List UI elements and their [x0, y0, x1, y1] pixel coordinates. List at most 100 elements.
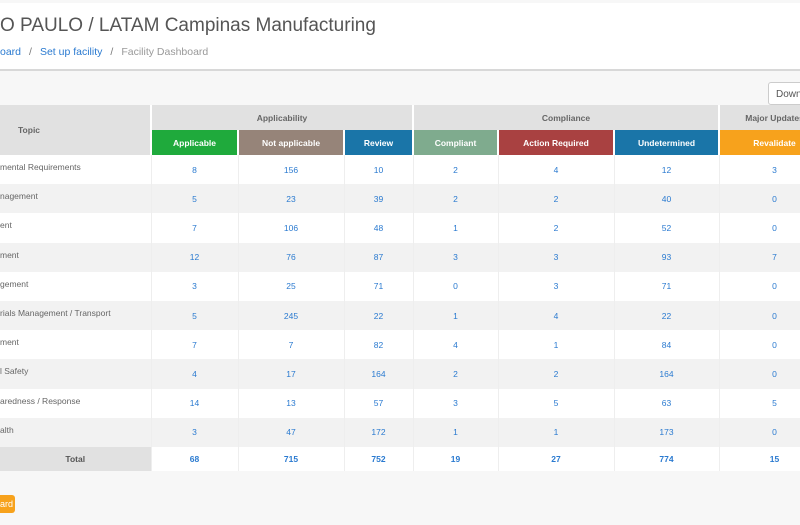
- count-link[interactable]: 12: [151, 242, 239, 272]
- count-link[interactable]: 22: [344, 300, 414, 331]
- total-count-link[interactable]: 774: [614, 446, 720, 471]
- count-link[interactable]: 3: [719, 155, 800, 185]
- column-header-compliant: Compliant: [413, 130, 499, 155]
- count-link[interactable]: 172: [344, 417, 414, 447]
- count-link[interactable]: 71: [344, 271, 414, 301]
- count-link[interactable]: 2: [413, 184, 499, 214]
- count-link[interactable]: 2: [498, 213, 615, 243]
- count-link[interactable]: 5: [498, 388, 615, 418]
- count-link[interactable]: 4: [413, 330, 499, 360]
- count-link[interactable]: 5: [151, 300, 239, 331]
- topic-header: Topic: [0, 105, 152, 155]
- table-row: rials Management / Transport 5 245 22 1 4 22 0: [0, 300, 800, 331]
- breadcrumb-dashboard[interactable]: oard: [0, 46, 22, 58]
- table-row: aredness / Response 14 13 57 3 5 63 5: [0, 388, 800, 418]
- count-link[interactable]: 14: [151, 388, 239, 418]
- column-header-action-required: Action Required: [498, 130, 615, 155]
- count-link[interactable]: 1: [413, 213, 499, 243]
- count-link[interactable]: 5: [719, 388, 800, 418]
- count-link[interactable]: 0: [719, 213, 800, 243]
- count-link[interactable]: 23: [238, 184, 345, 214]
- count-link[interactable]: 82: [344, 330, 414, 360]
- count-link[interactable]: 2: [413, 359, 499, 389]
- count-link[interactable]: 164: [344, 359, 414, 389]
- count-link[interactable]: 0: [719, 359, 800, 389]
- count-link[interactable]: 7: [151, 330, 239, 360]
- count-link[interactable]: 8: [151, 155, 239, 185]
- count-link[interactable]: 4: [498, 155, 615, 185]
- dashboard-button[interactable]: ard: [0, 495, 15, 513]
- count-link[interactable]: 47: [238, 417, 345, 447]
- total-count-link[interactable]: 68: [151, 446, 239, 471]
- count-link[interactable]: 7: [151, 213, 239, 243]
- total-label: Total: [0, 446, 152, 471]
- total-count-link[interactable]: 752: [344, 446, 414, 471]
- count-link[interactable]: 25: [238, 271, 345, 301]
- count-link[interactable]: 39: [344, 184, 414, 214]
- count-link[interactable]: 40: [614, 184, 720, 214]
- topic-cell: nagement: [0, 184, 152, 214]
- count-link[interactable]: 5: [151, 184, 239, 214]
- count-link[interactable]: 2: [413, 155, 499, 185]
- count-link[interactable]: 0: [719, 330, 800, 360]
- count-link[interactable]: 7: [719, 242, 800, 272]
- breadcrumb-current: Facility Dashboard: [121, 46, 209, 58]
- count-link[interactable]: 0: [719, 300, 800, 331]
- count-link[interactable]: 1: [413, 300, 499, 331]
- count-link[interactable]: 3: [413, 242, 499, 272]
- count-link[interactable]: 2: [498, 184, 615, 214]
- count-link[interactable]: 1: [413, 417, 499, 447]
- count-link[interactable]: 3: [413, 388, 499, 418]
- compliance-group-header: Compliance: [413, 105, 721, 130]
- table-row: gement 3 25 71 0 3 71 0: [0, 271, 800, 301]
- download-button[interactable]: Downlo: [768, 82, 800, 105]
- count-link[interactable]: 22: [614, 300, 720, 331]
- count-link[interactable]: 0: [719, 417, 800, 447]
- topic-cell: mental Requirements: [0, 155, 152, 185]
- count-link[interactable]: 10: [344, 155, 414, 185]
- count-link[interactable]: 0: [413, 271, 499, 301]
- count-link[interactable]: 0: [719, 184, 800, 214]
- breadcrumb-set-up-facility[interactable]: Set up facility: [39, 46, 103, 58]
- total-count-link[interactable]: 715: [238, 446, 345, 471]
- total-count-link[interactable]: 27: [498, 446, 615, 471]
- count-link[interactable]: 106: [238, 213, 345, 243]
- count-link[interactable]: 57: [344, 388, 414, 418]
- count-link[interactable]: 2: [498, 359, 615, 389]
- table-row: l Safety 4 17 164 2 2 164 0: [0, 359, 800, 389]
- count-link[interactable]: 3: [151, 417, 239, 447]
- page-header: O PAULO / LATAM Campinas Manufacturing o…: [0, 3, 800, 71]
- topic-cell: alth: [0, 417, 152, 447]
- count-link[interactable]: 93: [614, 242, 720, 272]
- count-link[interactable]: 4: [151, 359, 239, 389]
- count-link[interactable]: 3: [151, 271, 239, 301]
- count-link[interactable]: 156: [238, 155, 345, 185]
- column-header-not-applicable: Not applicable: [238, 130, 345, 155]
- count-link[interactable]: 0: [719, 271, 800, 301]
- count-link[interactable]: 7: [238, 330, 345, 360]
- count-link[interactable]: 84: [614, 330, 720, 360]
- count-link[interactable]: 17: [238, 359, 345, 389]
- count-link[interactable]: 87: [344, 242, 414, 272]
- count-link[interactable]: 1: [498, 417, 615, 447]
- breadcrumb: oard / Set up facility / Facility Dashboard: [0, 46, 209, 58]
- count-link[interactable]: 63: [614, 388, 720, 418]
- page-title: O PAULO / LATAM Campinas Manufacturing: [0, 15, 376, 36]
- count-link[interactable]: 4: [498, 300, 615, 331]
- count-link[interactable]: 71: [614, 271, 720, 301]
- count-link[interactable]: 76: [238, 242, 345, 272]
- count-link[interactable]: 245: [238, 300, 345, 331]
- count-link[interactable]: 164: [614, 359, 720, 389]
- count-link[interactable]: 3: [498, 271, 615, 301]
- total-count-link[interactable]: 19: [413, 446, 499, 471]
- count-link[interactable]: 173: [614, 417, 720, 447]
- count-link[interactable]: 48: [344, 213, 414, 243]
- count-link[interactable]: 12: [614, 155, 720, 185]
- count-link[interactable]: 3: [498, 242, 615, 272]
- count-link[interactable]: 52: [614, 213, 720, 243]
- table-row: mental Requirements 8 156 10 2 4 12 3: [0, 155, 800, 185]
- count-link[interactable]: 1: [498, 330, 615, 360]
- total-row: Total 68 715 752 19 27 774 15: [0, 446, 800, 471]
- count-link[interactable]: 13: [238, 388, 345, 418]
- total-count-link[interactable]: 15: [719, 446, 800, 471]
